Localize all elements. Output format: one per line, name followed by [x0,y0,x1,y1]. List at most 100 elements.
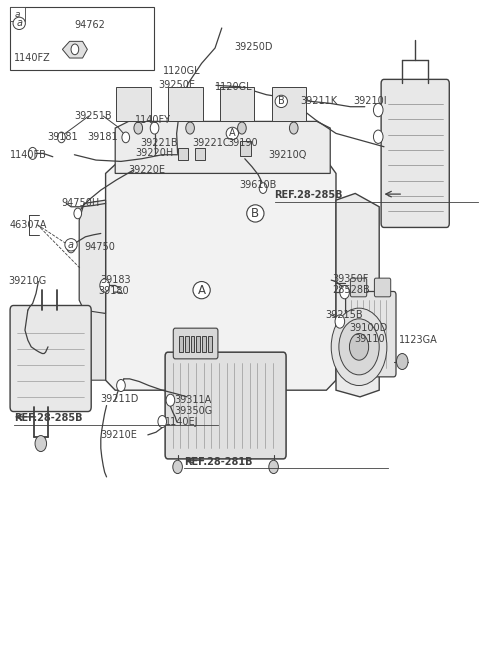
Circle shape [340,285,349,299]
Text: 46307A: 46307A [10,221,47,230]
Circle shape [35,436,47,452]
Text: 39220H: 39220H [135,149,174,158]
Circle shape [122,132,130,143]
Text: 1123GA: 1123GA [399,336,438,345]
Text: 39610B: 39610B [239,181,276,190]
Circle shape [373,103,383,117]
Text: A: A [198,283,205,297]
Text: B: B [278,97,285,106]
Circle shape [238,122,246,134]
Bar [202,336,206,352]
Text: 39180: 39180 [98,287,129,296]
Text: 39215B: 39215B [325,310,363,319]
Circle shape [373,130,383,143]
Circle shape [346,328,350,335]
Bar [272,87,306,121]
Text: 39350F: 39350F [332,274,369,283]
Circle shape [396,354,408,370]
Text: 39210Q: 39210Q [268,150,306,159]
Circle shape [289,122,298,134]
Text: 39210I: 39210I [353,97,387,106]
Circle shape [372,344,377,350]
Bar [208,336,212,352]
Circle shape [173,460,182,474]
Circle shape [74,208,82,219]
Text: 94762: 94762 [74,21,105,30]
Circle shape [349,334,369,360]
Circle shape [331,308,387,386]
Circle shape [346,359,350,366]
Polygon shape [336,193,379,397]
FancyBboxPatch shape [350,278,367,297]
Text: REF.28-281B: REF.28-281B [184,457,253,466]
Circle shape [368,328,372,335]
Circle shape [150,122,159,134]
Circle shape [67,241,75,253]
Text: 39210G: 39210G [9,277,47,286]
Circle shape [186,122,194,134]
FancyBboxPatch shape [346,291,396,377]
Text: 39311A: 39311A [175,396,212,405]
Bar [185,336,189,352]
Text: A: A [229,129,236,138]
Bar [191,336,194,352]
Circle shape [335,315,345,328]
Circle shape [341,344,346,350]
Text: a: a [14,9,20,19]
Text: 39181: 39181 [47,133,78,142]
Text: 39250E: 39250E [158,80,195,89]
Bar [10,7,154,70]
Circle shape [269,460,278,474]
Text: a: a [68,240,74,249]
Circle shape [158,416,167,428]
Text: 1140FB: 1140FB [10,150,47,159]
Circle shape [166,394,175,406]
Text: 39183: 39183 [101,275,132,285]
Text: 1140EJ: 1140EJ [165,417,199,426]
Text: 39211K: 39211K [300,97,337,106]
Circle shape [339,319,379,375]
Bar [240,141,251,156]
Circle shape [117,380,125,392]
Text: 1140FY: 1140FY [135,115,171,125]
Circle shape [71,44,79,55]
Circle shape [134,122,143,134]
FancyBboxPatch shape [173,328,218,359]
Text: 39220E: 39220E [129,165,166,175]
FancyBboxPatch shape [10,305,91,412]
Text: 28528B: 28528B [332,285,370,295]
Text: 39210E: 39210E [101,430,138,440]
Text: 39100D: 39100D [349,323,388,333]
Text: REF.28-285B: REF.28-285B [275,191,343,200]
Bar [168,87,203,121]
Circle shape [100,279,109,292]
Circle shape [28,147,37,159]
Text: 1120GL: 1120GL [163,67,201,76]
Text: 39251B: 39251B [74,111,112,121]
Text: 94750H: 94750H [61,199,100,208]
Bar [178,148,188,160]
FancyBboxPatch shape [165,352,286,459]
Text: a: a [16,19,22,28]
Circle shape [259,183,267,193]
Bar [195,148,205,160]
Text: 94750: 94750 [84,242,115,251]
Text: 39110: 39110 [354,334,385,344]
FancyBboxPatch shape [374,278,391,297]
Circle shape [58,132,65,143]
Circle shape [357,366,361,372]
Text: 39221B: 39221B [140,139,178,148]
Polygon shape [62,41,87,58]
Text: REF.28-285B: REF.28-285B [14,414,83,423]
Bar [10,7,25,21]
Bar [179,336,183,352]
Text: 39350G: 39350G [175,406,213,416]
Bar [196,336,200,352]
Text: B: B [252,207,259,220]
Polygon shape [84,310,106,380]
Text: 39250D: 39250D [234,42,273,51]
Circle shape [357,321,361,328]
Circle shape [368,359,372,366]
Polygon shape [106,160,336,390]
Polygon shape [79,200,106,313]
